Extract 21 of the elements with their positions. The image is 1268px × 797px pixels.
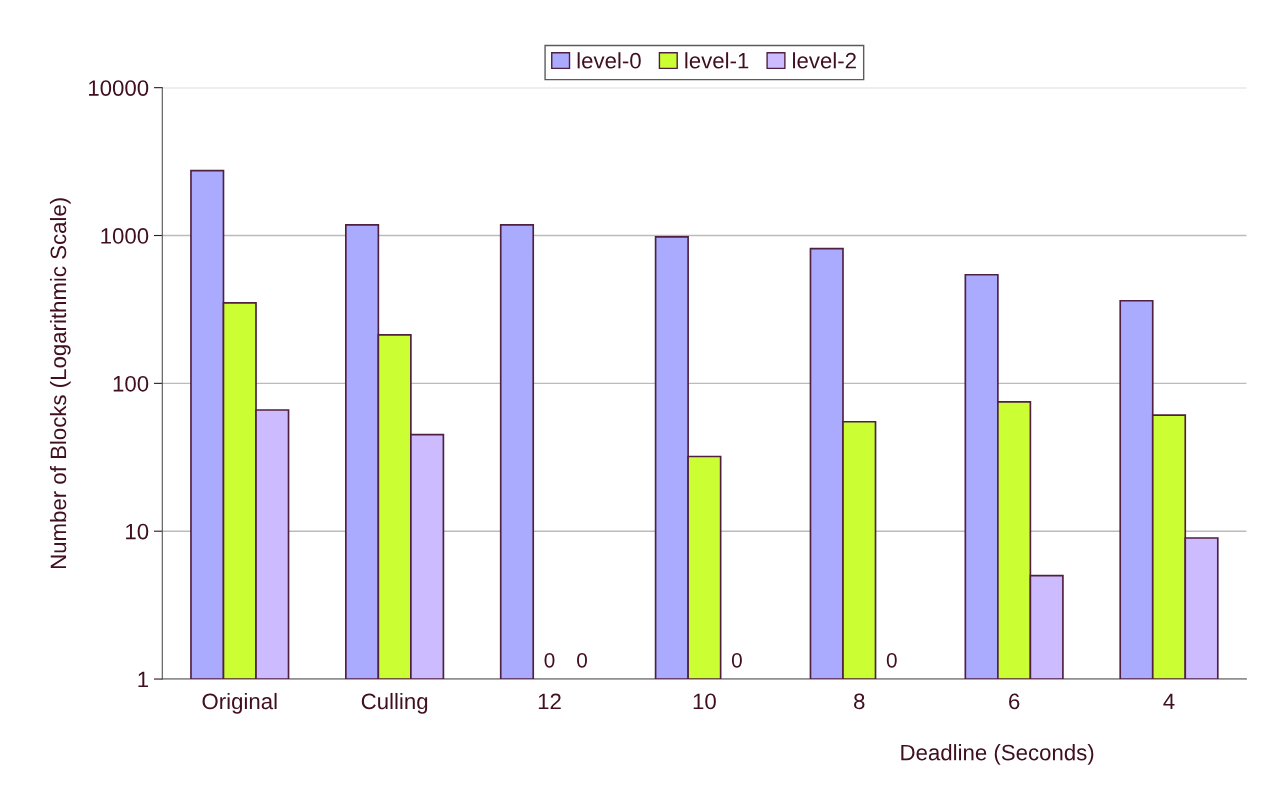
x-axis-title: Deadline (Seconds) xyxy=(901,744,1094,765)
annotation: 0 xyxy=(577,652,587,668)
annotation: 0 xyxy=(544,652,555,668)
annotation: 0 xyxy=(731,652,742,668)
x-tick-label: 12 xyxy=(538,693,561,710)
x-tick-label: 4 xyxy=(1163,693,1175,710)
x-tick-label: Original xyxy=(202,692,277,714)
x-tick-label: 8 xyxy=(854,693,865,710)
annotation: 0 xyxy=(886,652,897,668)
y-tick-label: 1 xyxy=(138,671,149,688)
x-tick-label: 6 xyxy=(1009,693,1020,710)
legend-label: level-0 xyxy=(577,52,641,69)
x-tick-label: Culling xyxy=(361,692,428,714)
y-tick-label: 10000 xyxy=(89,80,149,96)
y-tick-label: 100 xyxy=(113,375,149,392)
x-tick-label: 10 xyxy=(693,693,716,710)
legend-label: level-1 xyxy=(685,52,749,69)
y-tick-label: 1000 xyxy=(101,228,149,244)
y-tick-label: 10 xyxy=(126,523,149,540)
y-axis-title: Number of Blocks (Logarithmic Scale) xyxy=(49,198,71,569)
legend-label: level-2 xyxy=(793,52,856,69)
